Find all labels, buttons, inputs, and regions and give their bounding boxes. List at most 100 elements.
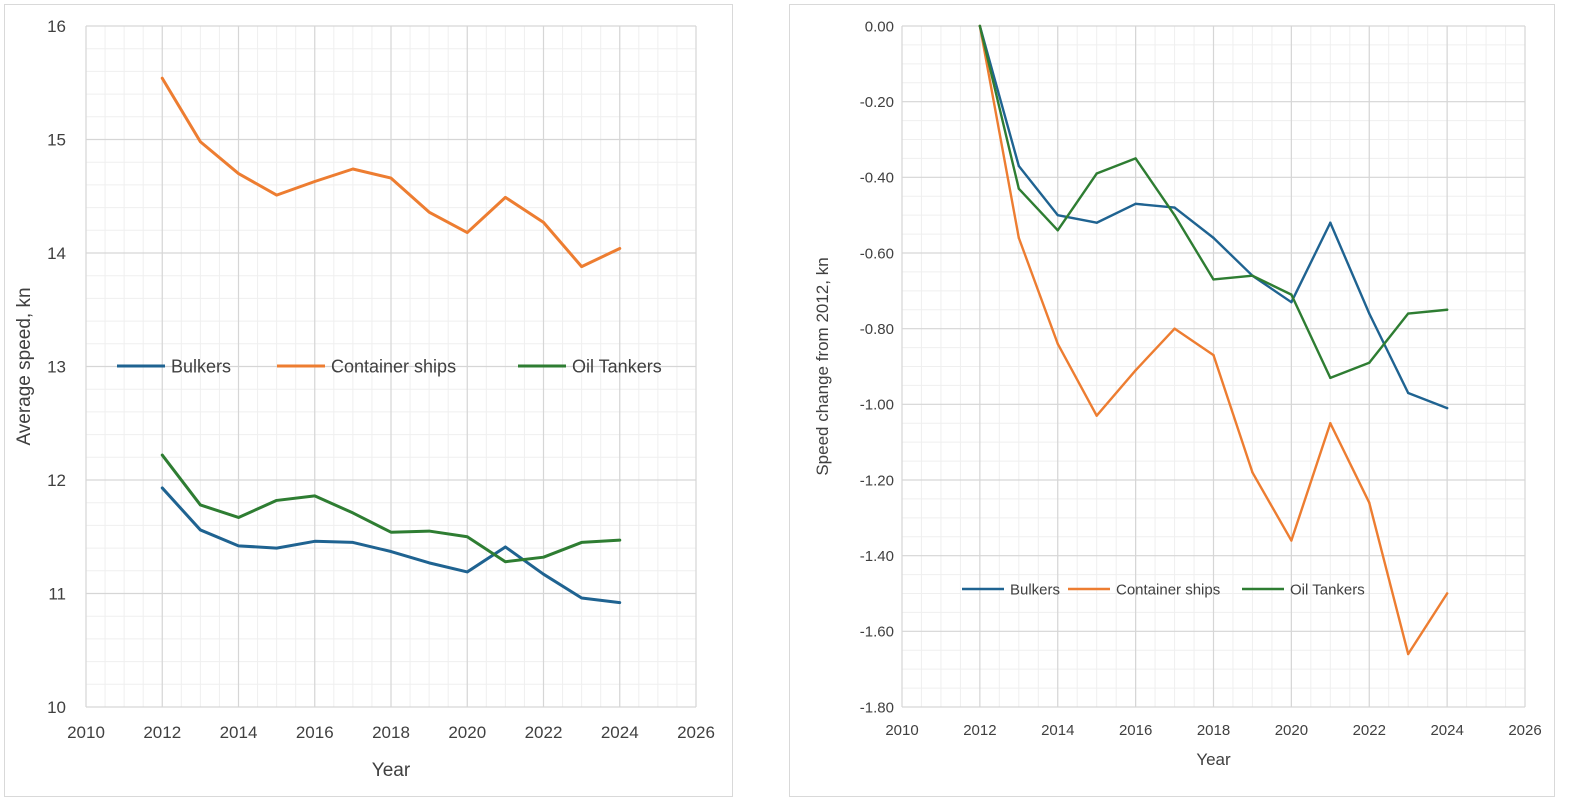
data-point-oil-tankers — [580, 541, 583, 544]
y-tick-label: -1.20 — [860, 472, 894, 489]
data-point-container-ships — [1406, 652, 1410, 656]
data-point-bulkers — [1017, 164, 1021, 168]
x-tick-label: 2018 — [372, 723, 410, 742]
data-point-bulkers — [427, 561, 431, 565]
data-point-container-ships — [275, 193, 278, 197]
data-point-bulkers — [1212, 236, 1215, 240]
y-tick-label: -1.80 — [860, 699, 894, 716]
data-point-bulkers — [1056, 213, 1059, 217]
data-point-container-ships — [1173, 327, 1176, 330]
data-point-bulkers — [313, 540, 316, 543]
x-tick-label: 2020 — [448, 723, 486, 742]
data-point-bulkers — [237, 544, 240, 548]
chart-panel-average-speed: 2010 2012 2014 2016 2018 2020 2022 2024 2026 10 1… — [4, 4, 733, 797]
data-point-container-ships — [313, 180, 316, 183]
data-point-oil-tankers — [237, 516, 240, 519]
data-point-container-ships — [427, 210, 431, 214]
data-point-container-ships — [542, 221, 545, 224]
y-tick-label: 0.00 — [865, 18, 894, 35]
data-point-container-ships — [351, 167, 355, 171]
y-tick-label: 16 — [47, 17, 66, 36]
y-tick-label: -0.60 — [860, 245, 894, 262]
data-point-bulkers — [1445, 406, 1449, 410]
y-tick-label: -1.60 — [860, 624, 894, 641]
y-tick-label: -0.40 — [860, 170, 894, 187]
x-tick-label: 2012 — [963, 722, 996, 739]
data-point-bulkers — [1368, 312, 1371, 315]
legend-label-container-ships: Container ships — [331, 356, 456, 376]
x-tick-label: 2022 — [1353, 722, 1386, 739]
y-axis-title: Speed change from 2012, kn — [813, 257, 832, 475]
chart-legend: Bulkers Container ships Oil Tankers — [117, 356, 662, 376]
data-point-bulkers — [580, 596, 583, 600]
y-axis-title: Average speed, kn — [14, 287, 35, 445]
legend-label-oil-tankers: Oil Tankers — [572, 356, 662, 376]
x-axis-title: Year — [1196, 750, 1231, 769]
major-gridlines — [85, 25, 697, 708]
y-tick-label: 10 — [47, 698, 66, 717]
data-point-bulkers — [1173, 206, 1176, 209]
y-tick-label: 12 — [47, 471, 66, 490]
y-tick-label: 14 — [47, 244, 66, 263]
data-point-container-ships — [1056, 342, 1059, 345]
x-tick-label: 2010 — [67, 723, 105, 742]
data-point-oil-tankers — [389, 531, 393, 534]
data-point-container-ships — [1368, 501, 1371, 504]
data-point-container-ships — [1134, 369, 1137, 372]
data-point-container-ships — [199, 140, 202, 143]
y-tick-labels: 10 11 12 13 14 15 16 — [47, 17, 66, 717]
data-point-bulkers — [161, 486, 164, 490]
legend-label-bulkers: Bulkers — [1010, 581, 1060, 598]
chart-legend: Bulkers Container ships Oil Tankers — [962, 581, 1365, 598]
data-point-oil-tankers — [427, 529, 431, 533]
series-lines — [160, 76, 622, 605]
data-point-oil-tankers — [1251, 274, 1254, 277]
data-point-oil-tankers — [1017, 187, 1021, 190]
data-point-oil-tankers — [199, 503, 202, 507]
data-point-bulkers — [618, 601, 621, 604]
y-tick-label: -0.80 — [860, 321, 894, 338]
data-point-oil-tankers — [1095, 172, 1098, 175]
data-point-bulkers — [1329, 221, 1332, 224]
data-point-oil-tankers — [313, 494, 316, 498]
data-point-oil-tankers — [542, 555, 545, 559]
x-tick-label: 2018 — [1197, 722, 1230, 739]
data-point-oil-tankers — [978, 24, 982, 28]
data-point-container-ships — [504, 196, 507, 199]
data-point-container-ships — [1095, 414, 1098, 417]
data-point-bulkers — [1095, 221, 1098, 224]
y-tick-label: 15 — [47, 130, 66, 149]
data-point-container-ships — [389, 176, 393, 180]
y-tick-labels: 0.00 -0.20 -0.40 -0.60 -0.80 -1.00 -1.20 -1.40 -… — [860, 18, 894, 716]
x-tick-label: 2022 — [525, 723, 563, 742]
x-tick-label: 2016 — [296, 723, 334, 742]
data-point-oil-tankers — [504, 560, 507, 563]
data-point-container-ships — [1212, 353, 1215, 357]
legend-label-container-ships: Container ships — [1116, 581, 1220, 598]
data-point-container-ships — [161, 77, 164, 80]
data-point-oil-tankers — [1212, 278, 1215, 281]
data-point-bulkers — [1134, 202, 1137, 206]
legend-label-oil-tankers: Oil Tankers — [1290, 581, 1365, 598]
data-point-container-ships — [1017, 236, 1021, 240]
x-tick-label: 2014 — [1041, 722, 1074, 739]
data-point-container-ships — [618, 247, 621, 250]
data-point-container-ships — [1329, 422, 1332, 425]
data-point-bulkers — [504, 545, 507, 549]
y-tick-label: -1.00 — [860, 397, 894, 414]
data-point-oil-tankers — [1134, 157, 1137, 160]
data-point-oil-tankers — [1445, 308, 1449, 311]
data-point-oil-tankers — [1329, 376, 1332, 380]
data-point-oil-tankers — [1173, 213, 1176, 217]
data-point-bulkers — [389, 550, 393, 553]
x-tick-labels: 2010 2012 2014 2016 2018 2020 2022 2024 2026 — [885, 722, 1541, 739]
data-point-container-ships — [466, 231, 469, 234]
x-tick-label: 2024 — [601, 723, 639, 742]
data-point-container-ships — [1290, 539, 1293, 542]
data-point-container-ships — [580, 265, 583, 268]
y-tick-label: 13 — [47, 357, 66, 376]
data-point-oil-tankers — [618, 538, 621, 542]
data-point-bulkers — [1406, 391, 1410, 395]
speed-change-chart: 2010 2012 2014 2016 2018 2020 2022 2024 2026 0.0… — [813, 18, 1542, 769]
data-point-oil-tankers — [1368, 361, 1371, 364]
